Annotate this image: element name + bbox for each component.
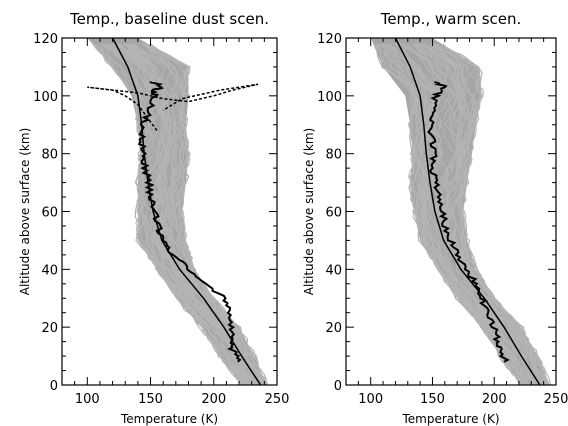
plot-area: [370, 38, 551, 385]
series-solid-thin-line: [111, 38, 262, 385]
ensemble-profile: [378, 43, 521, 385]
x-tick-label: 150: [420, 392, 445, 407]
y-axis-label: Altitude above surface (km): [18, 128, 32, 295]
y-tick-label: 60: [41, 206, 58, 221]
ensemble-profile: [433, 43, 551, 385]
profile-ensemble: [87, 38, 269, 385]
y-tick-label: 80: [41, 148, 58, 163]
x-tick-label: 200: [482, 392, 507, 407]
ensemble-profile: [95, 43, 249, 385]
x-tick-label: 100: [358, 392, 383, 407]
ensemble-band: [87, 38, 267, 385]
ensemble-profile: [429, 43, 543, 385]
x-tick-label: 200: [201, 392, 226, 407]
series-dashed-line: [87, 83, 259, 131]
x-tick-label: 250: [544, 392, 568, 407]
y-tick-label: 60: [325, 206, 342, 221]
ensemble-profile: [403, 43, 536, 385]
ensemble-profile: [146, 43, 268, 385]
x-tick-label: 100: [75, 392, 100, 407]
ensemble-profile: [134, 43, 264, 385]
series-solid-thin-line: [394, 38, 541, 385]
y-tick-label: 40: [41, 263, 58, 278]
y-tick-label: 40: [325, 263, 342, 278]
ensemble-profile: [411, 43, 539, 385]
ensemble-profile: [387, 43, 521, 385]
ensemble-profile: [121, 43, 248, 385]
ensemble-profile: [106, 43, 243, 385]
ensemble-profile: [389, 43, 528, 385]
profile-ensemble: [370, 38, 551, 385]
y-tick-label: 100: [317, 90, 342, 105]
chart-title: Temp., baseline dust scen.: [69, 10, 269, 28]
ensemble-profile: [420, 43, 547, 385]
x-axis-label: Temperature (K): [120, 412, 218, 426]
x-axis-label: Temperature (K): [401, 412, 499, 426]
x-tick-label: 250: [265, 392, 290, 407]
y-tick-label: 20: [325, 321, 342, 336]
series-solid-noisy-line: [427, 80, 510, 363]
x-tick-label: 150: [138, 392, 163, 407]
ensemble-profile: [114, 43, 251, 385]
ensemble-profile: [100, 43, 250, 385]
chart-title: Temp., warm scen.: [380, 10, 522, 28]
y-tick-label: 20: [41, 321, 58, 336]
right-panel-warm: 100 150 200 250 0 20 40 60 80 100 120 Temp., warm s…: [302, 10, 568, 426]
y-tick-label: 100: [33, 90, 58, 105]
series-solid-noisy-line: [137, 81, 242, 363]
y-tick-label: 0: [50, 379, 58, 394]
left-panel-baseline-dust: 100 150 200 250 0 20 40 60 80 100 120 Temp., baseli…: [18, 10, 289, 426]
y-tick-label: 0: [334, 379, 342, 394]
y-tick-label: 80: [325, 148, 342, 163]
plot-area: [87, 38, 269, 385]
ensemble-profile: [103, 43, 245, 385]
ensemble-profile: [119, 43, 261, 385]
y-tick-label: 120: [33, 32, 58, 47]
y-axis-label: Altitude above surface (km): [302, 128, 316, 295]
y-tick-label: 120: [317, 32, 342, 47]
